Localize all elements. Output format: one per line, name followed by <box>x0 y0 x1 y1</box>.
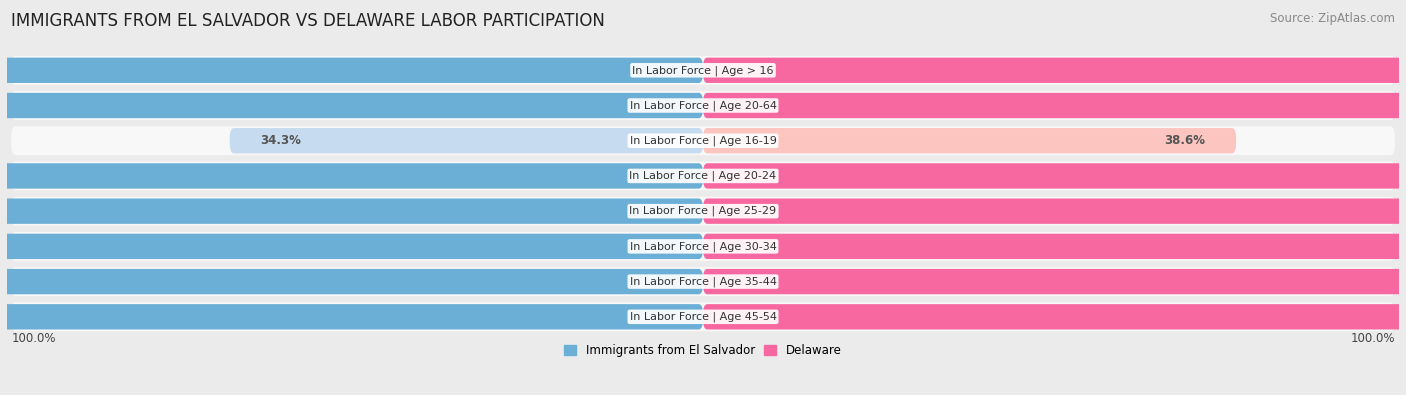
FancyBboxPatch shape <box>703 163 1406 189</box>
Text: 38.6%: 38.6% <box>1164 134 1205 147</box>
Text: 100.0%: 100.0% <box>1350 333 1395 346</box>
Text: In Labor Force | Age 16-19: In Labor Force | Age 16-19 <box>630 135 776 146</box>
FancyBboxPatch shape <box>11 302 1395 331</box>
Text: Source: ZipAtlas.com: Source: ZipAtlas.com <box>1270 12 1395 25</box>
FancyBboxPatch shape <box>11 126 1395 155</box>
FancyBboxPatch shape <box>11 267 1395 296</box>
FancyBboxPatch shape <box>703 198 1406 224</box>
Legend: Immigrants from El Salvador, Delaware: Immigrants from El Salvador, Delaware <box>564 344 842 357</box>
FancyBboxPatch shape <box>0 234 703 259</box>
FancyBboxPatch shape <box>0 304 703 329</box>
FancyBboxPatch shape <box>703 304 1406 329</box>
FancyBboxPatch shape <box>11 197 1395 226</box>
Text: In Labor Force | Age 35-44: In Labor Force | Age 35-44 <box>630 276 776 287</box>
FancyBboxPatch shape <box>229 128 703 153</box>
FancyBboxPatch shape <box>11 91 1395 120</box>
Text: In Labor Force | Age 30-34: In Labor Force | Age 30-34 <box>630 241 776 252</box>
FancyBboxPatch shape <box>703 58 1406 83</box>
FancyBboxPatch shape <box>11 232 1395 261</box>
FancyBboxPatch shape <box>0 93 703 118</box>
FancyBboxPatch shape <box>703 234 1406 259</box>
Text: In Labor Force | Age 20-24: In Labor Force | Age 20-24 <box>630 171 776 181</box>
FancyBboxPatch shape <box>0 269 703 294</box>
FancyBboxPatch shape <box>0 58 703 83</box>
FancyBboxPatch shape <box>11 162 1395 190</box>
Text: In Labor Force | Age 20-64: In Labor Force | Age 20-64 <box>630 100 776 111</box>
FancyBboxPatch shape <box>0 198 703 224</box>
Text: 100.0%: 100.0% <box>11 333 56 346</box>
Text: In Labor Force | Age > 16: In Labor Force | Age > 16 <box>633 65 773 75</box>
FancyBboxPatch shape <box>703 93 1406 118</box>
FancyBboxPatch shape <box>0 163 703 189</box>
Text: IMMIGRANTS FROM EL SALVADOR VS DELAWARE LABOR PARTICIPATION: IMMIGRANTS FROM EL SALVADOR VS DELAWARE … <box>11 12 605 30</box>
FancyBboxPatch shape <box>11 56 1395 85</box>
Text: In Labor Force | Age 45-54: In Labor Force | Age 45-54 <box>630 312 776 322</box>
FancyBboxPatch shape <box>703 269 1406 294</box>
FancyBboxPatch shape <box>703 128 1236 153</box>
Text: 34.3%: 34.3% <box>260 134 301 147</box>
Text: In Labor Force | Age 25-29: In Labor Force | Age 25-29 <box>630 206 776 216</box>
